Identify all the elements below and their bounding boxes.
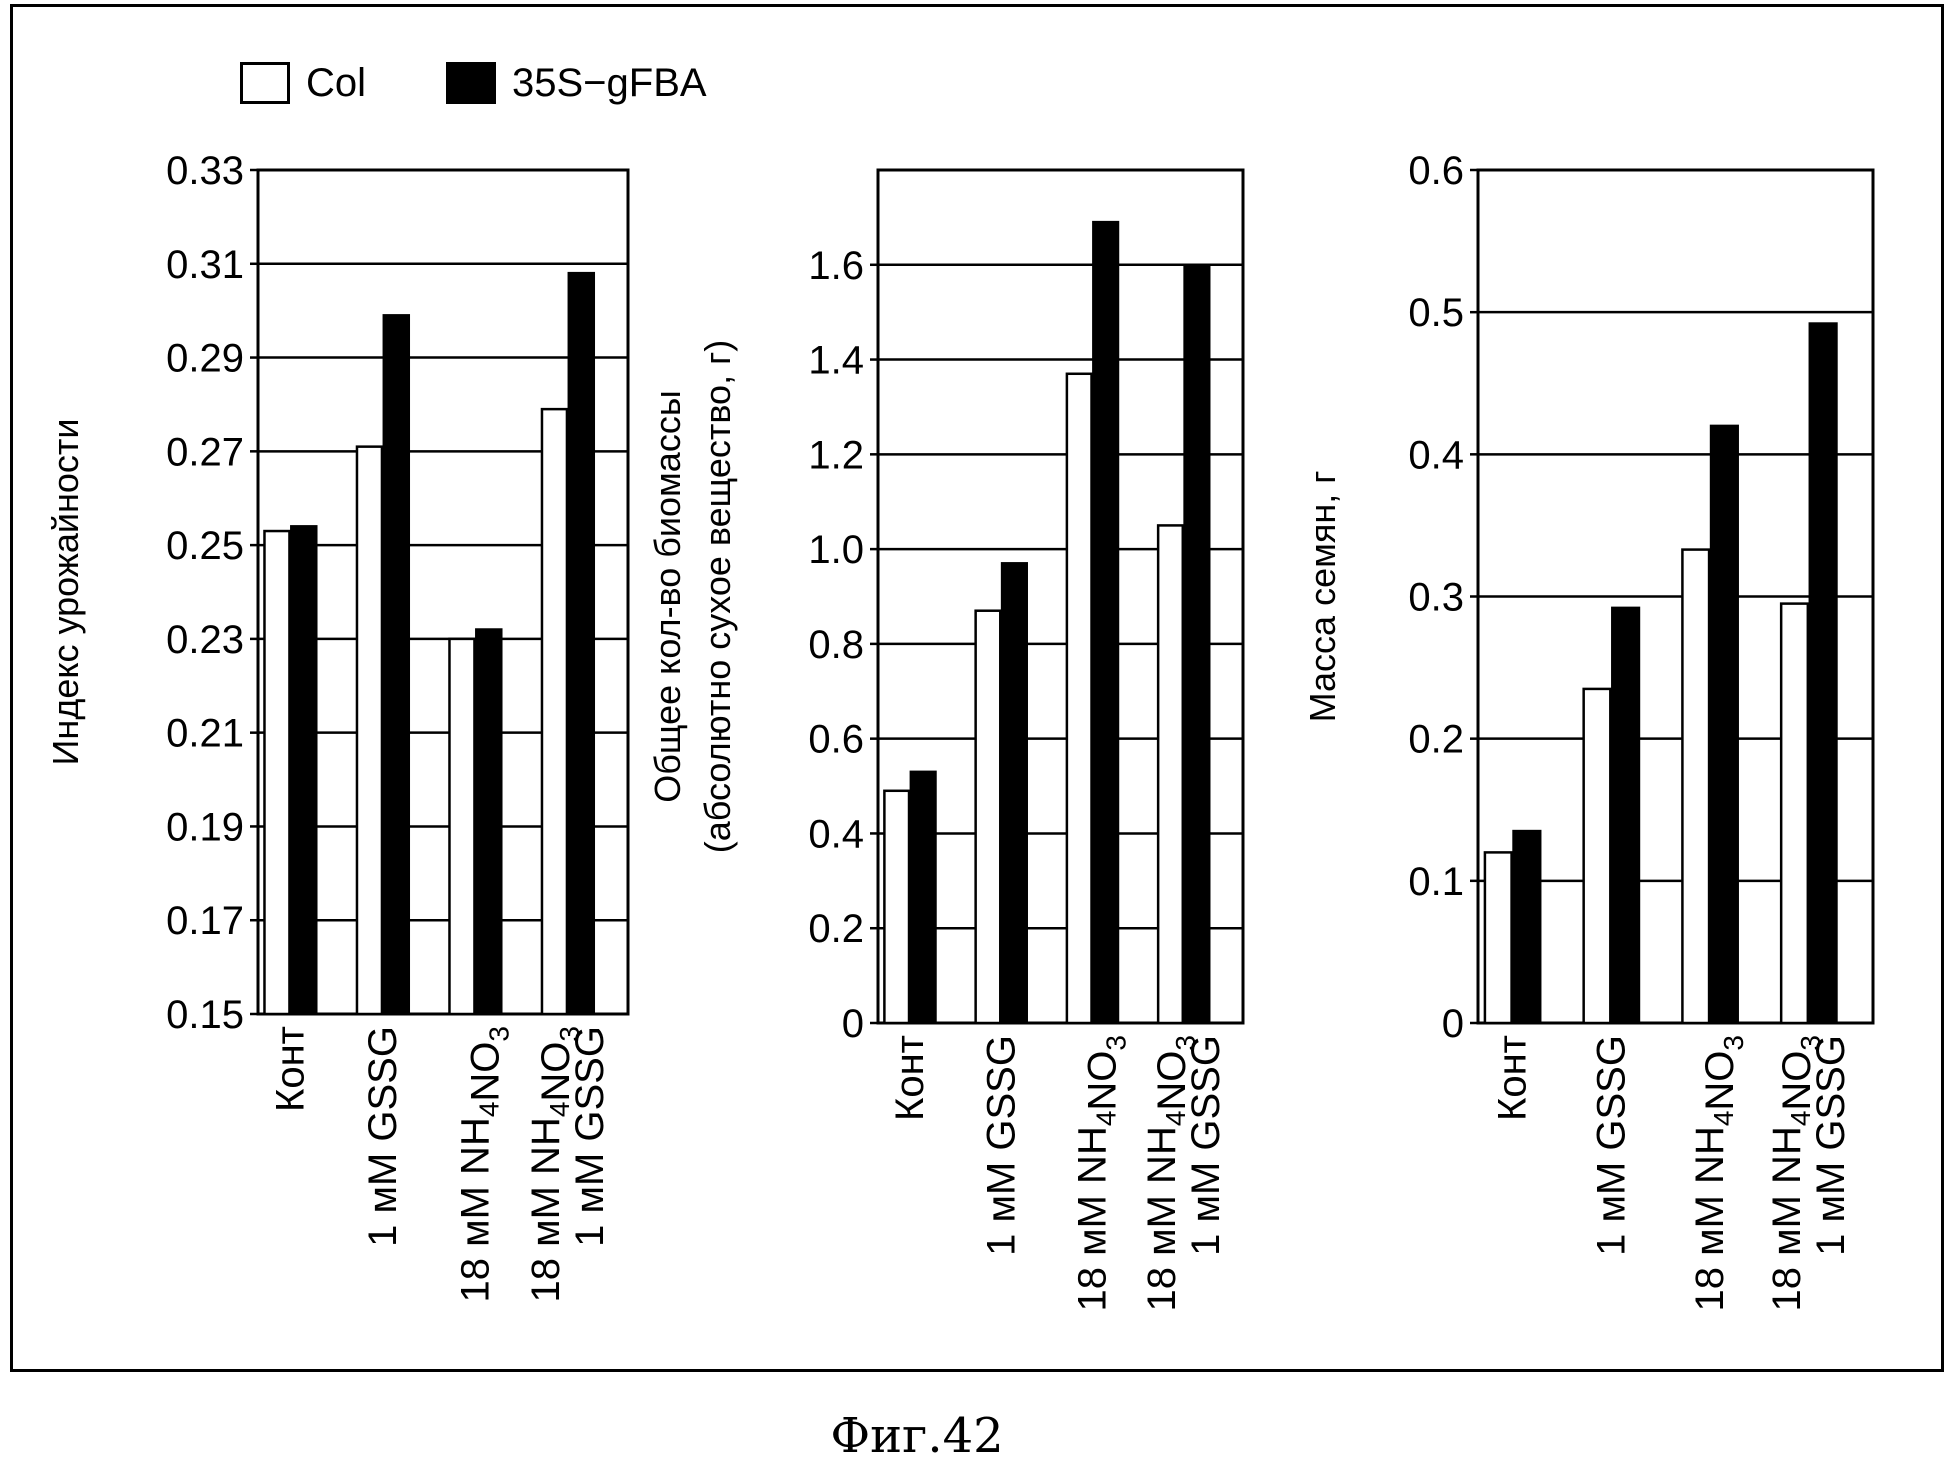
chart-1: 0.15 0.17 0.19 0.21 0.23 0.25 0.27 0.29 0.31 0.33… [45,149,628,1302]
bar-35s-gfba [1002,563,1027,1023]
x-category-label: Конт [888,1035,932,1121]
y-tick-label: 0.25 [166,524,244,568]
bar-col [1584,689,1611,1023]
y-tick-label: 0 [1442,1002,1464,1046]
chart-2: 0 0.2 0.4 0.6 0.8 1.0 1.2 1.4 1.6 Конт 1 мМ GSSG 18… [647,170,1243,1311]
bar-col [264,531,289,1014]
x-category-label: 18 мМ NH4NO3 [1071,1035,1132,1311]
y-axis-title: (абсолютно сухое вещество, г) [697,340,738,853]
y-tick-label: 0 [842,1002,864,1046]
chart-3: 0 0.1 0.2 0.3 0.4 0.5 0.6 Конт 1 мМ GSSG 18 мМ NH… [1302,149,1873,1311]
x-category-label: Конт [1491,1035,1535,1121]
y-tick-label: 0.4 [808,812,864,856]
y-tick-label: 0.1 [1408,860,1464,904]
x-category-label: Конт [268,1026,312,1112]
y-tick-label: 1.4 [808,339,864,383]
y-tick-label: 0.2 [1408,718,1464,762]
y-tick-label: 0.2 [808,907,864,951]
y-tick-label: 0.6 [1408,149,1464,193]
y-tick-label: 0.31 [166,243,244,287]
bar-35s-gfba [911,772,936,1023]
x-category-label: 1 мМ GSSG [568,1026,612,1247]
bar-col [542,409,567,1014]
y-axis-title: Индекс урожайности [45,419,86,766]
y-tick-label: 0.3 [1408,576,1464,620]
x-category-label: 1 мМ GSSG [1184,1035,1228,1256]
x-category-label: 18 мМ NH4NO3 [453,1026,514,1302]
y-tick-label: 0.17 [166,899,244,943]
y-tick-label: 0.19 [166,805,244,849]
bar-35s-gfba [291,526,316,1014]
y-tick-label: 0.23 [166,618,244,662]
y-tick-label: 0.27 [166,430,244,474]
y-axis-title: Общее кол-во биомассы [647,390,688,802]
x-category-label: 1 мМ GSSG [361,1026,405,1247]
x-category-label: 1 мМ GSSG [1589,1035,1633,1256]
bar-col [449,639,474,1014]
y-tick-label: 0.8 [808,623,864,667]
bar-35s-gfba [569,273,594,1014]
bar-35s-gfba [1810,324,1837,1023]
x-category-label: 18 мМ NH4NO3 [1688,1035,1749,1311]
bar-col [357,447,382,1014]
bar-35s-gfba [1711,426,1738,1023]
charts-canvas: 0.15 0.17 0.19 0.21 0.23 0.25 0.27 0.29 0.31 0.33… [0,0,1959,1471]
y-tick-label: 1.0 [808,528,864,572]
y-tick-label: 0.21 [166,712,244,756]
bar-col [1781,604,1808,1023]
y-tick-label: 0.5 [1408,291,1464,335]
bar-col [884,791,909,1023]
bar-col [1682,550,1709,1023]
bar-col [1485,852,1512,1023]
y-tick-label: 0.6 [808,718,864,762]
y-tick-label: 1.6 [808,244,864,288]
y-tick-label: 0.4 [1408,433,1464,477]
bar-35s-gfba [1514,831,1541,1023]
x-category-label: 1 мМ GSSG [979,1035,1023,1256]
bar-35s-gfba [384,315,409,1014]
y-axis-title: Масса семян, г [1302,471,1343,723]
bar-35s-gfba [1612,608,1639,1023]
y-tick-label: 0.15 [166,993,244,1037]
bar-35s-gfba [1093,222,1118,1023]
figure-caption: Фиг.42 [0,1408,1834,1464]
bar-col [1067,374,1092,1023]
bar-35s-gfba [1185,265,1210,1023]
y-tick-label: 0.33 [166,149,244,193]
y-tick-label: 1.2 [808,433,864,477]
x-category-label: 1 мМ GSSG [1809,1035,1853,1256]
y-tick-label: 0.29 [166,337,244,381]
bar-35s-gfba [476,630,501,1014]
bar-col [1158,525,1183,1023]
bar-col [976,611,1001,1023]
